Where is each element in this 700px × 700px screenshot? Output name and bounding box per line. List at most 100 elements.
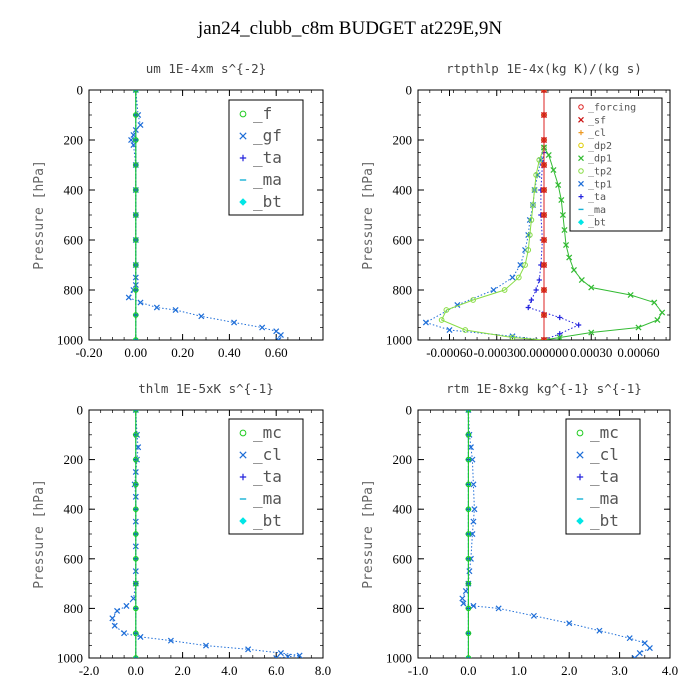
data-point: [422, 319, 429, 326]
data-point: [541, 137, 547, 143]
data-point: [133, 431, 140, 438]
data-point: [135, 444, 142, 451]
data-point: [541, 312, 547, 318]
data-point: [566, 620, 573, 627]
data-point: [525, 304, 531, 311]
y-tick-label: 1000: [57, 651, 83, 666]
y-tick-label: 400: [64, 183, 84, 198]
panel-title: rtm 1E-8xkg kg^{-1} s^{-1}: [446, 381, 642, 396]
legend-entry: _sf: [588, 115, 606, 126]
data-point: [273, 654, 280, 658]
legend-marker: [239, 473, 247, 481]
y-tick-label: 600: [64, 551, 84, 566]
data-point: [541, 212, 547, 218]
y-tick-label: 0: [77, 83, 84, 98]
legend-entry: _tp2: [588, 167, 612, 178]
legend-marker: [578, 194, 584, 200]
y-tick-label: 1000: [57, 333, 83, 348]
legend-entry: _gf: [253, 126, 282, 145]
data-point: [132, 506, 139, 513]
legend: _mc _cl _ta _ma _bt: [565, 418, 641, 535]
data-point: [558, 196, 565, 204]
legend-marker: [576, 429, 584, 437]
legend-entry: _ma: [253, 170, 282, 189]
data-point: [588, 329, 595, 336]
data-point: [128, 136, 135, 144]
legend-marker: [239, 517, 247, 525]
data-point: [570, 266, 577, 274]
y-axis-label: Pressure [hPa]: [32, 479, 47, 589]
x-tick-label: 0.40: [218, 345, 241, 360]
x-tick-label: 0.00030: [570, 345, 612, 360]
legend-entry: _tp1: [588, 179, 612, 190]
data-point: [172, 306, 179, 314]
legend-marker: [578, 168, 584, 174]
y-tick-label: 0: [406, 403, 413, 418]
data-point: [465, 630, 472, 637]
data-point: [121, 630, 128, 637]
data-point: [515, 274, 522, 281]
x-tick-label: 0.00060: [617, 345, 659, 360]
legend-entry: _dp1: [588, 154, 612, 165]
legend: _f _gf _ta _ma _bt: [228, 99, 304, 216]
x-tick-label: 6.0: [268, 663, 284, 678]
series-layer: [125, 90, 284, 340]
data-point: [509, 334, 516, 340]
data-point: [459, 595, 466, 602]
x-tick-label: -0.00030: [473, 345, 520, 360]
legend-marker: [578, 104, 584, 110]
data-point: [132, 431, 139, 438]
data-point: [132, 481, 139, 488]
legend: _forcing_sf _cl _dp2 _dp1 _tp2_tp1 _ta _ma _bt: [569, 97, 663, 232]
legend-entry: _ma: [588, 205, 606, 216]
data-point: [465, 531, 472, 537]
data-point: [132, 580, 139, 587]
data-point: [132, 456, 139, 463]
legend-marker: [576, 451, 584, 459]
data-point: [470, 518, 477, 525]
x-tick-label: 8.0: [315, 663, 331, 678]
y-tick-label: 800: [393, 283, 413, 298]
data-point: [259, 324, 266, 331]
data-point: [443, 307, 450, 313]
data-point: [559, 211, 566, 219]
y-tick-label: 800: [64, 283, 84, 298]
legend-marker: [578, 155, 584, 162]
data-point: [132, 337, 139, 340]
legend-entry: _ma: [253, 489, 282, 508]
x-tick-label: 4.0: [221, 663, 237, 678]
data-point: [277, 331, 284, 339]
data-point: [132, 162, 139, 168]
x-tick-label: 4.0: [662, 663, 678, 678]
data-point: [533, 172, 539, 178]
series-line-tp2: [440, 90, 545, 340]
x-tick-label: 0.000000: [520, 345, 569, 360]
data-point: [465, 605, 472, 612]
data-point: [462, 588, 469, 595]
legend-marker: [578, 130, 584, 136]
legend-entry: _forcing: [588, 103, 636, 114]
data-point: [654, 316, 661, 324]
legend-entry: _bt: [588, 218, 606, 229]
panel-title: thlm 1E-5xK s^{-1}: [138, 381, 273, 396]
y-tick-label: 400: [393, 502, 413, 517]
legend-entry: _ta: [253, 148, 282, 167]
data-point: [130, 595, 137, 602]
data-point: [131, 481, 138, 488]
y-tick-label: 400: [64, 502, 84, 517]
data-point: [646, 645, 653, 652]
data-point: [438, 317, 445, 323]
legend-entry: _cl: [253, 445, 282, 464]
data-point: [465, 481, 472, 488]
legend-marker: [239, 132, 247, 140]
legend-entry: _bt: [253, 511, 282, 530]
data-point: [541, 262, 547, 268]
data-point: [636, 650, 643, 657]
data-point: [536, 157, 543, 163]
x-tick-label: -0.00060: [426, 345, 473, 360]
series-line-cl: [461, 410, 651, 658]
data-point: [114, 607, 121, 614]
data-point: [526, 232, 533, 238]
y-tick-label: 1000: [386, 333, 412, 348]
data-point: [273, 328, 280, 335]
